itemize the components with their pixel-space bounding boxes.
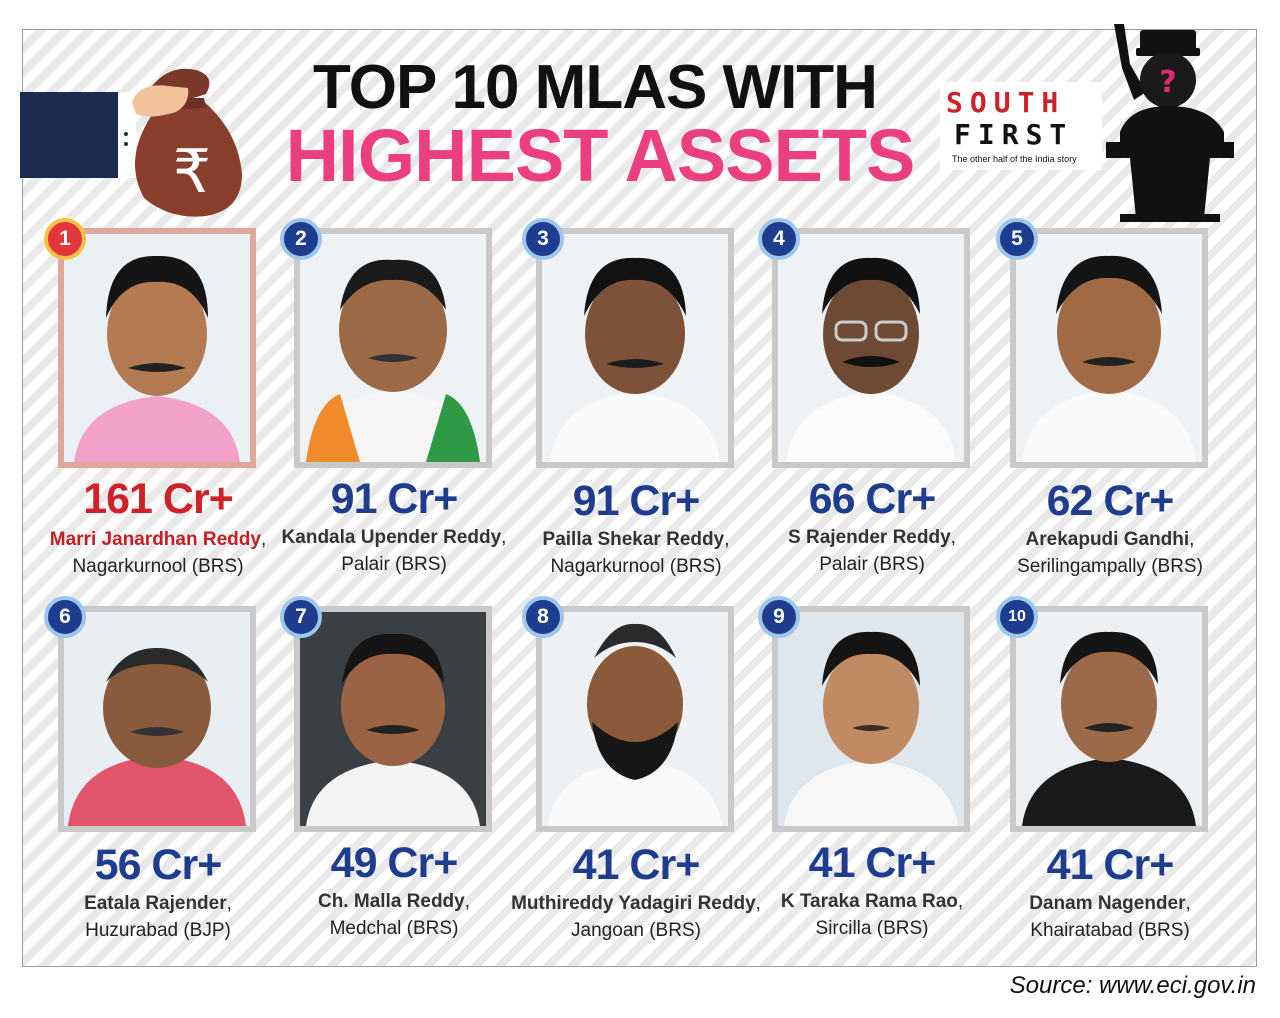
mla-name: Danam Nagender (1029, 893, 1186, 914)
person-silhouette-icon (542, 612, 728, 826)
mla-photo (294, 606, 492, 832)
mla-photo (772, 606, 970, 832)
source-credit: Source: www.eci.gov.in (1009, 972, 1256, 999)
person-silhouette-icon (778, 234, 964, 462)
mla-constituency: Serilingampally (BRS) (1017, 556, 1203, 577)
person-silhouette-icon (1016, 234, 1202, 462)
mla-photo (772, 228, 970, 468)
mla-photo (536, 228, 734, 468)
asset-amount: 41 Cr+ (572, 841, 701, 889)
mla-caption: K Taraka Rama Rao, Sircilla (BRS) (780, 891, 964, 939)
mla-caption: Danam Nagender, Khairatabad (BRS) (1029, 893, 1191, 941)
asset-amount: 66 Cr+ (808, 475, 937, 523)
mla-caption: Muthireddy Yadagiri Reddy, Jangoan (BRS) (511, 893, 761, 941)
mla-constituency: Palair (BRS) (819, 554, 925, 575)
mla-caption: Pailla Shekar Reddy, Nagarkurnool (BRS) (542, 529, 730, 577)
mla-constituency: Sircilla (BRS) (815, 918, 929, 939)
mla-caption: Eatala Rajender, Huzurabad (BJP) (84, 893, 232, 941)
rank-badge: 10 (996, 596, 1038, 638)
person-silhouette-icon (64, 234, 250, 462)
person-silhouette-icon (300, 612, 486, 826)
mla-name: Pailla Shekar Reddy (542, 529, 725, 550)
title-line-1: TOP 10 MLAS WITH (313, 53, 878, 122)
rank-badge: 8 (522, 596, 564, 638)
mla-name: Marri Janardhan Reddy (49, 529, 261, 550)
speaker-podium-icon: ? (1106, 24, 1234, 222)
logo-line-1: SOUTH (946, 86, 1066, 119)
mla-constituency: Huzurabad (BJP) (85, 920, 231, 941)
mla-photo (58, 228, 256, 468)
asset-amount: 41 Cr+ (808, 839, 937, 887)
mla-name: Eatala Rajender (84, 893, 227, 914)
rank-badge: 1 (44, 218, 86, 260)
mla-photo (58, 606, 256, 832)
rank-badge: 6 (44, 596, 86, 638)
mla-name: Ch. Malla Reddy (317, 891, 465, 912)
rank-badge: 4 (758, 218, 800, 260)
mla-caption: Kandala Upender Reddy, Palair (BRS) (281, 527, 507, 575)
south-first-logo: SOUTH FIRST The other half of the India … (940, 82, 1102, 170)
asset-amount: 161 Cr+ (83, 475, 234, 523)
person-silhouette-icon (542, 234, 728, 462)
mla-constituency: Palair (BRS) (341, 554, 447, 575)
question-mark: ? (1159, 65, 1176, 100)
person-silhouette-icon (778, 612, 964, 826)
person-silhouette-icon (300, 234, 486, 462)
mla-constituency: Khairatabad (BRS) (1030, 920, 1190, 941)
rank-badge: 3 (522, 218, 564, 260)
mla-caption: Marri Janardhan Reddy, Nagarkurnool (BRS… (49, 529, 267, 577)
mla-name: S Rajender Reddy (788, 527, 951, 548)
title-line-2: HIGHEST ASSETS (285, 114, 916, 197)
person-silhouette-icon (1016, 612, 1202, 826)
mla-caption: S Rajender Reddy, Palair (BRS) (788, 527, 956, 575)
asset-amount: 49 Cr+ (330, 839, 459, 887)
mla-photo (1010, 228, 1208, 468)
asset-amount: 62 Cr+ (1046, 477, 1175, 525)
mla-name: Kandala Upender Reddy (281, 527, 502, 548)
mla-name: Muthireddy Yadagiri Reddy (511, 893, 756, 914)
logo-tagline: The other half of the India story (952, 154, 1077, 164)
mla-name: Arekapudi Gandhi (1025, 529, 1190, 550)
asset-amount: 91 Cr+ (330, 475, 459, 523)
mla-constituency: Nagarkurnool (BRS) (72, 556, 244, 577)
mla-photo (294, 228, 492, 468)
rank-badge: 2 (280, 218, 322, 260)
person-silhouette-icon (64, 612, 250, 826)
asset-amount: 91 Cr+ (572, 477, 701, 525)
asset-amount: 56 Cr+ (94, 841, 223, 889)
mla-constituency: Nagarkurnool (BRS) (550, 556, 722, 577)
mla-photo (1010, 606, 1208, 832)
mla-constituency: Medchal (BRS) (329, 918, 459, 939)
logo-line-2: FIRST (954, 118, 1074, 151)
asset-amount: 41 Cr+ (1046, 841, 1175, 889)
mla-photo (536, 606, 734, 832)
rank-badge: 7 (280, 596, 322, 638)
mla-caption: Arekapudi Gandhi, Serilingampally (BRS) (1017, 529, 1203, 577)
mla-name: K Taraka Rama Rao (780, 891, 958, 912)
money-bag-icon: ₹ (20, 68, 242, 217)
rupee-symbol: ₹ (173, 137, 211, 207)
mla-constituency: Jangoan (BRS) (571, 920, 701, 941)
rank-badge: 5 (996, 218, 1038, 260)
rank-badge: 9 (758, 596, 800, 638)
mla-caption: Ch. Malla Reddy, Medchal (BRS) (317, 891, 471, 939)
